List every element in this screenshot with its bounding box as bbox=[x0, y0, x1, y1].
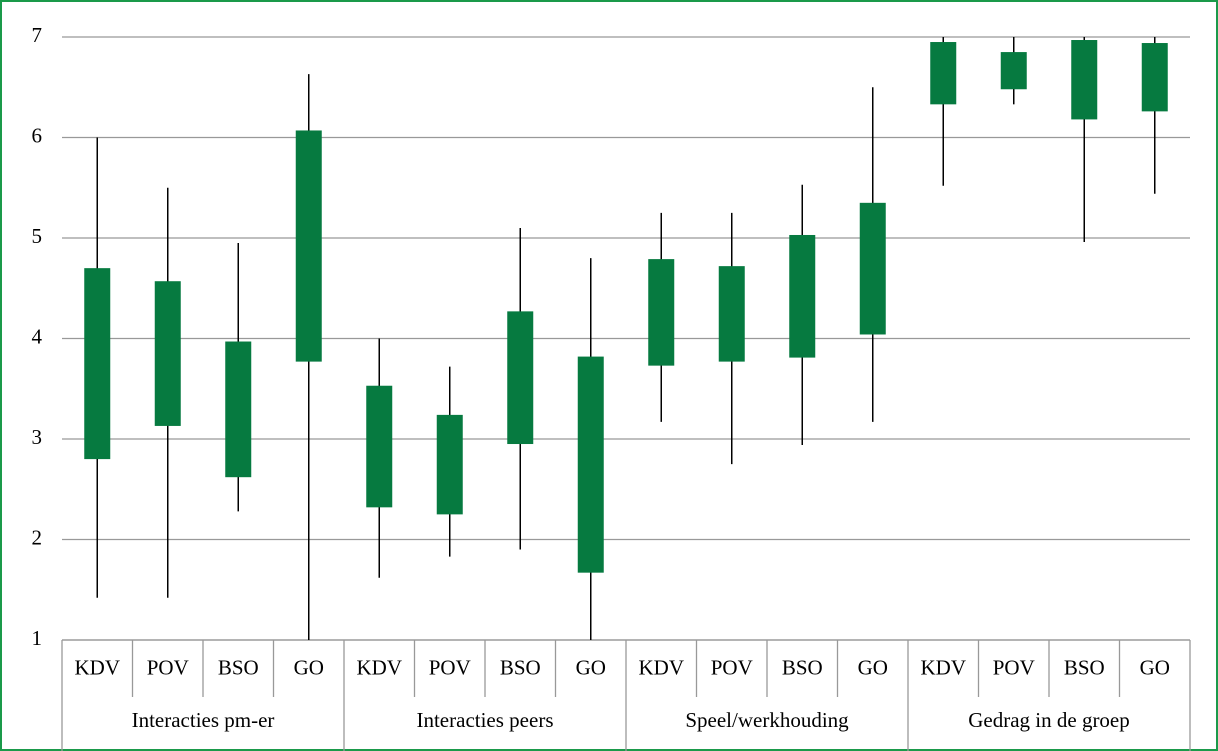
x-tick-label: BSO bbox=[500, 655, 541, 679]
box bbox=[930, 42, 957, 105]
x-tick-label: POV bbox=[429, 655, 471, 679]
x-tick-label: BSO bbox=[782, 655, 823, 679]
x-tick-label: KDV bbox=[75, 655, 121, 679]
x-tick-label: POV bbox=[711, 655, 753, 679]
box bbox=[718, 266, 745, 362]
group-label: Interacties peers bbox=[416, 708, 553, 732]
x-tick-label: KDV bbox=[639, 655, 685, 679]
x-tick-label: BSO bbox=[1064, 655, 1105, 679]
x-tick-label: POV bbox=[993, 655, 1035, 679]
box bbox=[366, 385, 393, 508]
box bbox=[295, 130, 322, 362]
group-label: Gedrag in de groep bbox=[968, 708, 1130, 732]
box bbox=[789, 234, 816, 358]
box bbox=[859, 202, 886, 335]
x-tick-label: GO bbox=[1140, 655, 1170, 679]
x-tick-label: KDV bbox=[921, 655, 967, 679]
y-tick-label: 4 bbox=[32, 324, 43, 348]
box bbox=[1141, 43, 1168, 112]
box bbox=[577, 356, 604, 573]
x-tick-label: BSO bbox=[218, 655, 259, 679]
box bbox=[225, 341, 252, 478]
group-label: Interacties pm-er bbox=[132, 708, 275, 732]
box bbox=[507, 311, 534, 445]
y-tick-label: 6 bbox=[32, 123, 43, 147]
y-tick-label: 7 bbox=[32, 23, 43, 47]
box bbox=[84, 268, 111, 460]
box bbox=[1071, 40, 1098, 120]
x-tick-label: KDV bbox=[357, 655, 403, 679]
box bbox=[154, 281, 181, 426]
box bbox=[1000, 52, 1027, 90]
x-tick-label: POV bbox=[147, 655, 189, 679]
y-tick-label: 1 bbox=[32, 626, 43, 650]
y-tick-label: 5 bbox=[32, 224, 43, 248]
y-tick-label: 2 bbox=[32, 525, 43, 549]
box bbox=[436, 414, 463, 515]
labels: 1 2 3 4 5 6 7 KDV POV BSO GO Interacties pm-er KDV PO… bbox=[32, 23, 1170, 732]
x-tick-label: GO bbox=[858, 655, 888, 679]
group-label: Speel/werkhouding bbox=[685, 708, 849, 732]
marks bbox=[84, 37, 1168, 640]
y-tick-label: 3 bbox=[32, 425, 43, 449]
x-tick-label: GO bbox=[294, 655, 324, 679]
box bbox=[648, 259, 675, 366]
x-tick-label: GO bbox=[576, 655, 606, 679]
